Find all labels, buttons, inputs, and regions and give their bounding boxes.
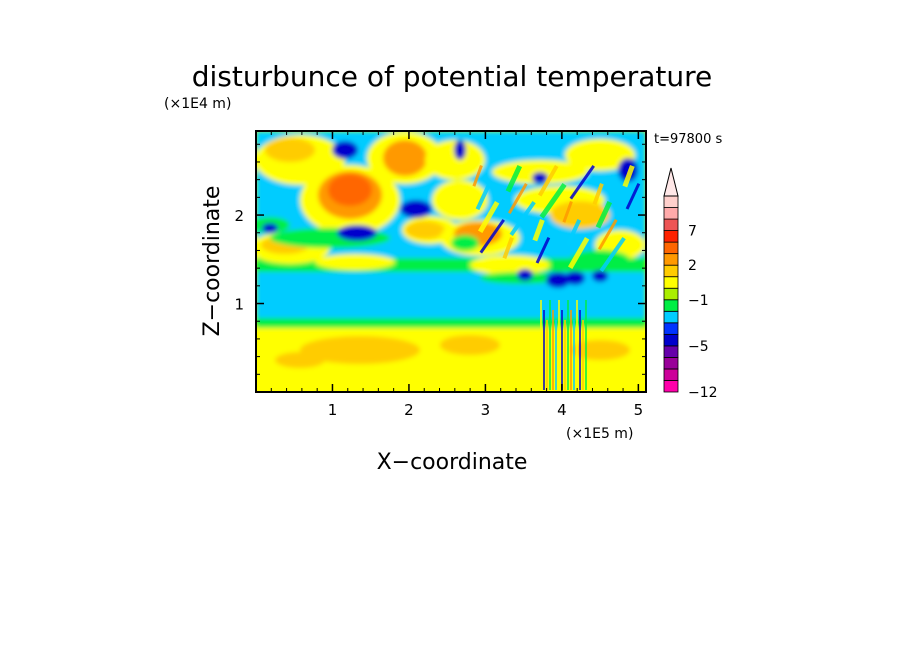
colorbar-swatch xyxy=(663,253,679,266)
colorbar-swatch xyxy=(663,195,679,208)
colorbar-swatch xyxy=(663,333,679,347)
y-axis: 12 xyxy=(234,143,646,375)
colorbar-swatch xyxy=(663,357,679,370)
colorbar-tick-label: −1 xyxy=(688,293,709,309)
colorbar-tick-label: −5 xyxy=(688,339,709,355)
x-tick-label: 5 xyxy=(634,401,644,419)
x-tick-label: 4 xyxy=(557,401,567,419)
colorbar-swatch xyxy=(663,264,679,278)
y-unit-label: (×1E4 m) xyxy=(164,96,231,112)
colorbar-swatch xyxy=(663,230,679,243)
colorbar-tick-label: 7 xyxy=(688,224,697,240)
colorbar-tick-label: −12 xyxy=(688,385,718,401)
colorbar-swatch xyxy=(663,276,679,289)
contour-field xyxy=(256,131,646,392)
x-axis: 1 2 3 4 5 xyxy=(270,131,644,419)
colorbar-swatch xyxy=(663,368,679,381)
colorbar: 7 2 −1 −5 −12 xyxy=(663,167,718,401)
colorbar-swatch xyxy=(663,207,679,220)
plot-frame xyxy=(255,130,647,393)
colorbar-swatch xyxy=(663,310,679,324)
colorbar-swatch xyxy=(663,380,679,393)
colorbar-swatch xyxy=(663,345,679,358)
x-unit-label: (×1E5 m) xyxy=(566,426,633,442)
y-tick-label: 2 xyxy=(234,207,244,225)
colorbar-swatch xyxy=(663,322,679,335)
chart-title: disturbunce of potential temperature xyxy=(192,60,713,93)
x-axis-label: X−coordinate xyxy=(377,450,528,475)
x-tick-label: 3 xyxy=(481,401,491,419)
colorbar-swatch xyxy=(663,287,679,301)
y-axis-label: Z−coordinate xyxy=(200,186,225,337)
colorbar-swatch xyxy=(663,241,679,255)
colorbar-swatch xyxy=(663,218,679,231)
colorbar-extend-arrow xyxy=(663,167,679,197)
time-label: t=97800 s xyxy=(654,132,722,147)
colorbar-swatch xyxy=(663,299,679,312)
x-tick-label: 1 xyxy=(328,401,338,419)
y-tick-label: 1 xyxy=(234,296,244,314)
x-tick-label: 2 xyxy=(404,401,414,419)
colorbar-tick-label: 2 xyxy=(688,258,697,274)
